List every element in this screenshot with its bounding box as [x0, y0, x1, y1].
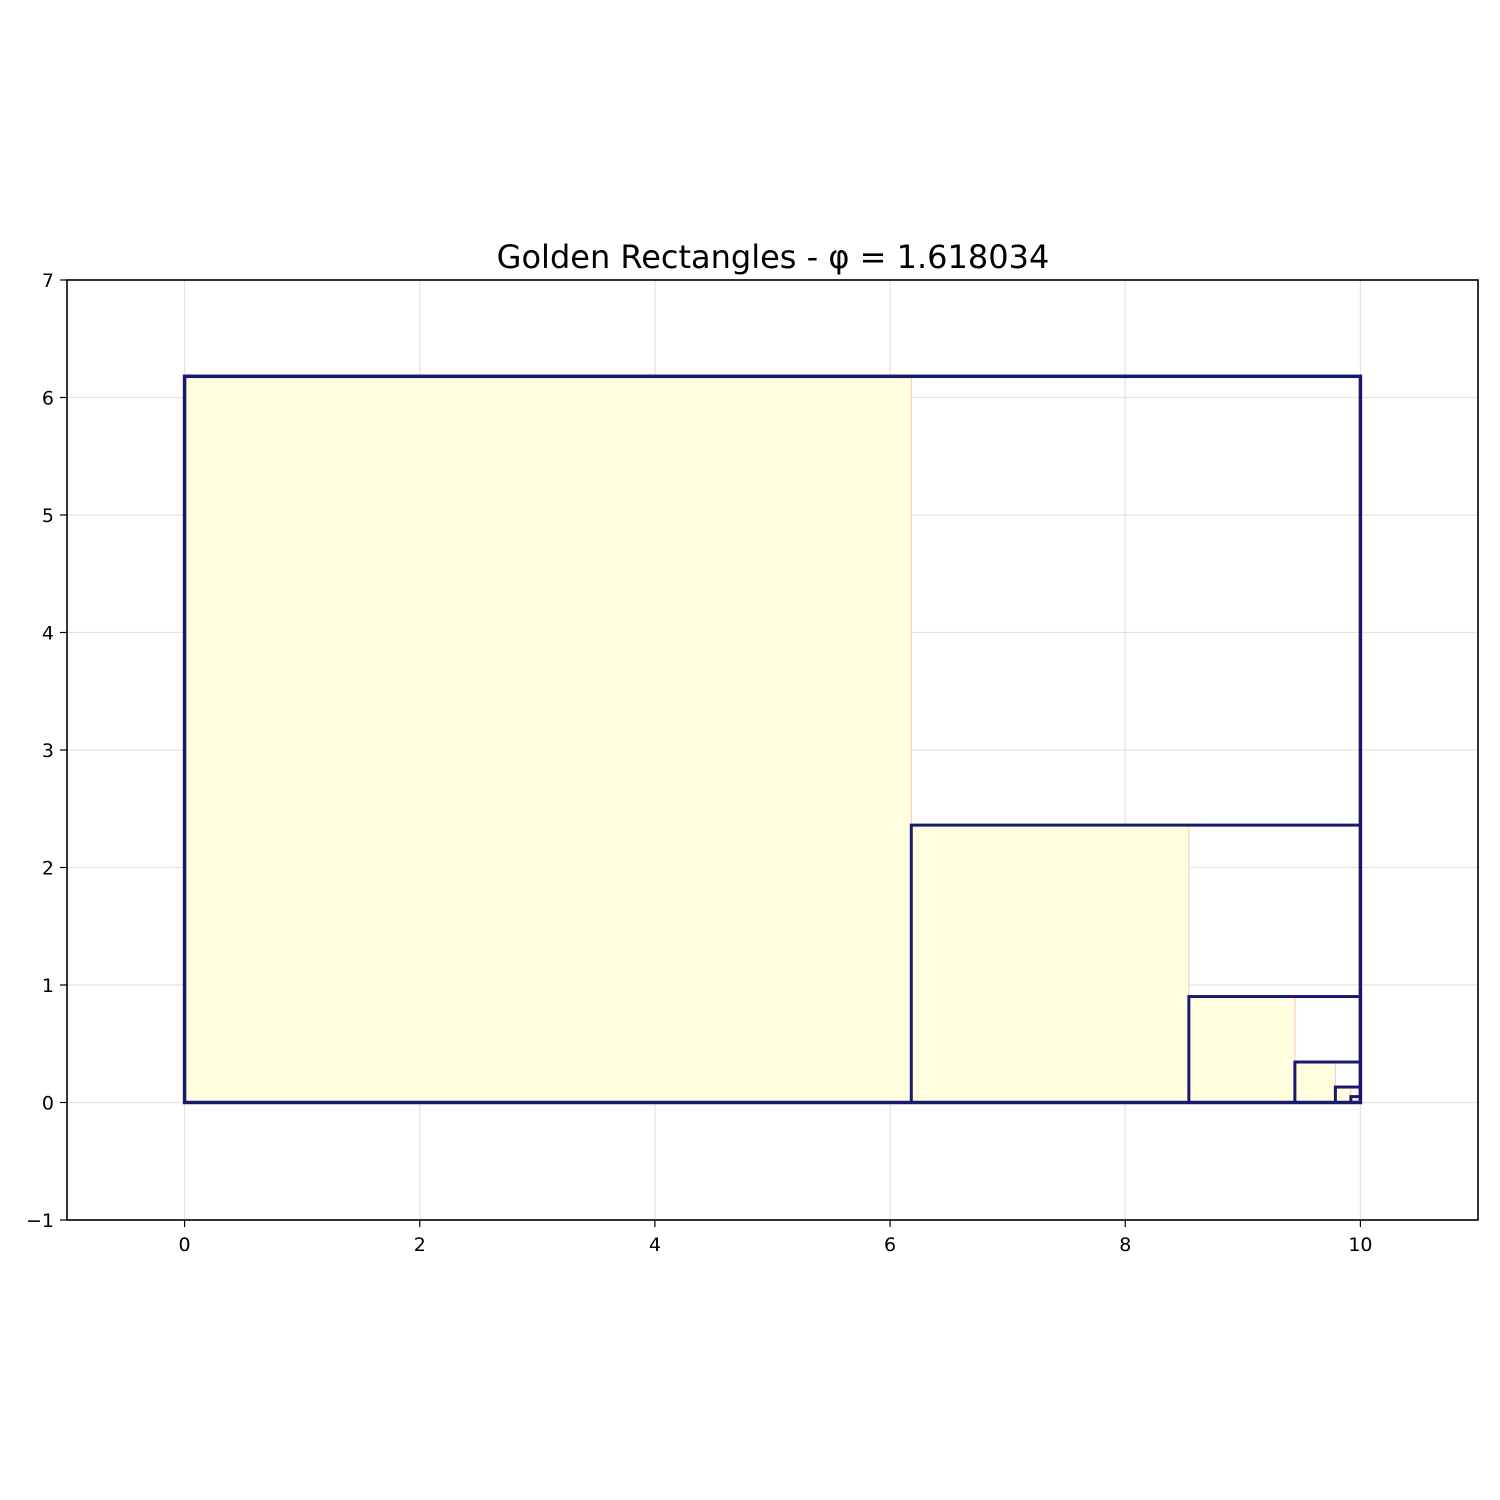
x-tick-label: 2 [414, 1234, 426, 1256]
y-tick-label: 3 [42, 740, 54, 762]
golden-square-2 [910, 824, 1190, 1104]
x-tick-label: 10 [1348, 1234, 1372, 1256]
y-tick-label: 4 [42, 623, 54, 645]
y-tick-label: 2 [42, 858, 54, 880]
golden-squares [184, 375, 1358, 1104]
x-tick-label: 8 [1119, 1234, 1131, 1256]
x-tick-label: 6 [884, 1234, 896, 1256]
golden-rectangles [182, 374, 1363, 1105]
y-tick-label: −1 [26, 1210, 54, 1232]
y-tick-label: 0 [42, 1093, 54, 1115]
y-tick-label: 6 [42, 388, 54, 410]
y-tick-label: 7 [42, 270, 54, 292]
golden-square-3 [1188, 996, 1296, 1103]
y-tick-label: 1 [42, 975, 54, 997]
chart-title: Golden Rectangles - φ = 1.618034 [497, 238, 1050, 276]
golden-rectangle-4 [1293, 1060, 1362, 1104]
x-tick-label: 0 [179, 1234, 191, 1256]
golden-rectangle-1 [182, 374, 1363, 1105]
y-tick-label: 5 [42, 505, 54, 527]
golden-rectangle-3 [1187, 995, 1362, 1104]
golden-square-1 [184, 375, 912, 1103]
golden-rectangle-5 [1333, 1085, 1362, 1105]
axis-ticks: 0 2 4 6 8 10 −1 0 1 2 3 4 5 6 7 [26, 270, 1373, 1256]
golden-square-4 [1294, 1061, 1336, 1103]
x-tick-label: 4 [649, 1234, 661, 1256]
golden-rectangle-6 [1349, 1095, 1362, 1104]
golden-square-5 [1334, 1086, 1352, 1104]
golden-rectangle-2 [909, 823, 1362, 1105]
